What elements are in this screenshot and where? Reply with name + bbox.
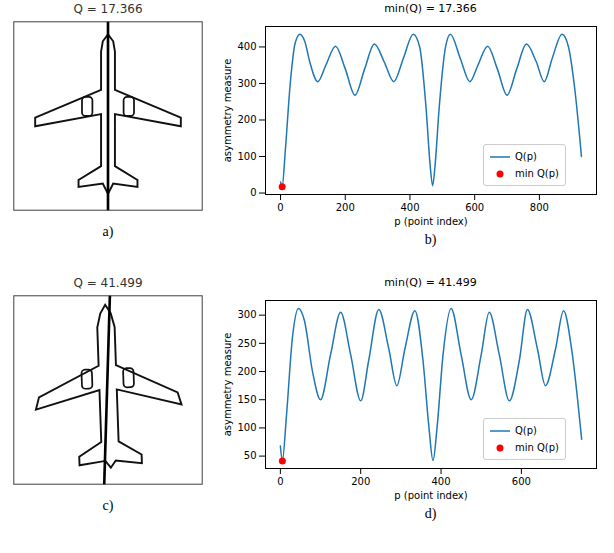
svg-text:0: 0: [277, 476, 283, 487]
html-text:b): b): [424, 232, 437, 247]
html-text:min Q(p): min Q(p): [514, 168, 559, 179]
html-text:min(Q) = 17.366: min(Q) = 17.366: [384, 2, 477, 15]
svg-text:200: 200: [351, 476, 370, 487]
svg-text:200: 200: [237, 114, 256, 125]
svg-text:0: 0: [250, 187, 256, 198]
svg-text:0: 0: [277, 202, 283, 213]
html-text:min Q(p): min Q(p): [514, 442, 559, 453]
svg-text:p (point index): p (point index): [394, 490, 467, 501]
html-text:a): a): [102, 224, 114, 239]
svg-text:100: 100: [237, 151, 256, 162]
svg-text:400: 400: [431, 476, 450, 487]
svg-text:asymmetry measure: asymmetry measure: [222, 333, 233, 437]
svg-text:p (point index): p (point index): [394, 216, 467, 227]
svg-text:400: 400: [237, 41, 256, 52]
html-text:Q(p): Q(p): [514, 425, 537, 436]
svg-text:200: 200: [336, 202, 355, 213]
svg-text:100: 100: [237, 422, 256, 433]
html-text:Q = 17.366: Q = 17.366: [73, 2, 143, 16]
svg-text:50: 50: [244, 450, 257, 461]
svg-text:asymmetry measure: asymmetry measure: [222, 59, 233, 163]
svg-text:250: 250: [237, 338, 256, 349]
svg-text:200: 200: [237, 366, 256, 377]
html-text:d): d): [424, 506, 437, 521]
html-text:Q(p): Q(p): [514, 151, 537, 162]
svg-text:800: 800: [530, 202, 549, 213]
svg-text:300: 300: [237, 309, 256, 320]
svg-text:600: 600: [465, 202, 484, 213]
html-text:min(Q) = 41.499: min(Q) = 41.499: [384, 276, 477, 289]
html-text:c): c): [102, 498, 114, 513]
svg-text:600: 600: [512, 476, 531, 487]
svg-text:400: 400: [400, 202, 419, 213]
svg-text:150: 150: [237, 394, 256, 405]
html-text:Q = 41.499: Q = 41.499: [73, 276, 143, 290]
svg-text:300: 300: [237, 78, 256, 89]
